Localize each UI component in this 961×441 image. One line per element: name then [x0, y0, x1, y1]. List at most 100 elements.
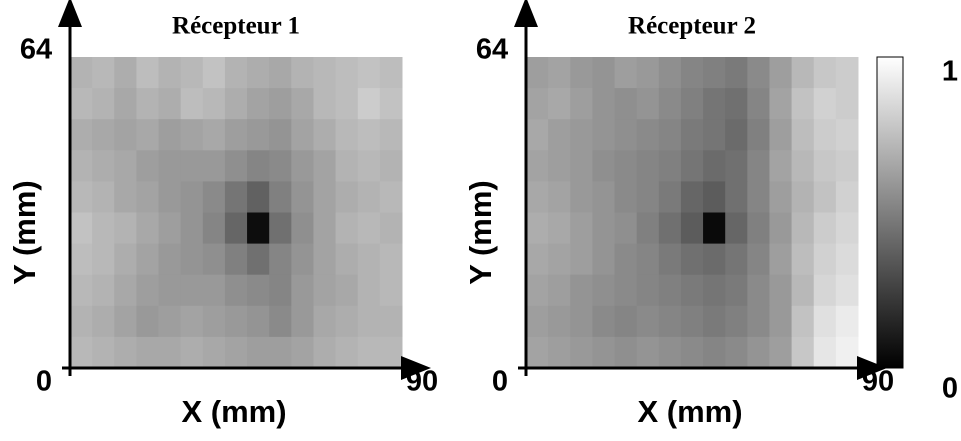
heat-cell: [680, 212, 704, 245]
heat-cell: [813, 212, 837, 245]
heat-cell: [291, 150, 314, 182]
heat-cell: [202, 181, 226, 213]
heat-cell: [247, 274, 270, 307]
heat-cell: [835, 274, 859, 307]
heat-cell: [548, 336, 571, 369]
heat-cell: [269, 181, 292, 213]
heat-cell: [158, 88, 182, 120]
heat-cell: [224, 212, 248, 245]
heat-cell: [658, 212, 682, 245]
x-tick-label: 90: [406, 366, 438, 398]
heat-cell: [291, 336, 314, 369]
heat-cell: [614, 88, 638, 120]
heat-cell: [526, 181, 549, 213]
heat-cell: [335, 305, 359, 338]
heat-cell: [636, 88, 660, 120]
y-tick-label: 64: [20, 34, 52, 66]
heat-cell: [291, 57, 314, 89]
heat-cell: [180, 212, 204, 245]
heat-cell: [548, 243, 571, 276]
heat-cell: [158, 212, 182, 245]
heat-cell: [548, 274, 571, 307]
heat-cell: [180, 57, 204, 89]
heat-cell: [592, 181, 616, 213]
heat-cell: [747, 274, 770, 307]
heat-cell: [725, 212, 748, 245]
heat-cell: [680, 336, 704, 369]
heat-cell: [526, 274, 549, 307]
heat-cell: [791, 212, 815, 245]
heat-cell: [92, 181, 115, 213]
heat-cell: [180, 88, 204, 120]
heat-cell: [725, 305, 748, 338]
heat-cell: [614, 150, 638, 182]
heat-cell: [136, 336, 160, 369]
heat-cell: [703, 181, 726, 213]
heat-cell: [526, 336, 549, 369]
heat-cell: [791, 119, 815, 151]
heat-cell: [835, 305, 859, 338]
heat-cell: [313, 150, 337, 182]
heat-cell: [526, 150, 549, 182]
heat-cell: [526, 243, 549, 276]
heat-cell: [114, 57, 137, 89]
heat-cell: [791, 274, 815, 307]
heat-cell: [769, 212, 793, 245]
heat-cell: [114, 150, 137, 182]
heat-cell: [835, 88, 859, 120]
heat-cell: [548, 212, 571, 245]
heat-cell: [379, 119, 403, 151]
heat-cell: [747, 181, 770, 213]
heat-cell: [703, 212, 726, 245]
heat-cell: [791, 243, 815, 276]
x-tick-label: 0: [36, 366, 52, 398]
heat-cell: [769, 274, 793, 307]
heat-cell: [291, 274, 314, 307]
heat-cell: [747, 57, 770, 89]
heat-cell: [158, 57, 182, 89]
heat-cell: [658, 243, 682, 276]
heat-cell: [791, 336, 815, 369]
heat-cell: [769, 57, 793, 89]
heat-cell: [570, 305, 593, 338]
heat-cell: [269, 336, 292, 369]
heat-cell: [703, 305, 726, 338]
heat-cell: [180, 274, 204, 307]
heat-cell: [224, 243, 248, 276]
heat-cell: [70, 119, 93, 151]
heat-cell: [813, 305, 837, 338]
heat-cell: [636, 243, 660, 276]
heat-cell: [636, 181, 660, 213]
heat-cell: [636, 57, 660, 89]
heat-cell: [92, 243, 115, 276]
heat-cell: [680, 305, 704, 338]
heat-cell: [70, 274, 93, 307]
heat-cell: [703, 150, 726, 182]
heat-cell: [835, 181, 859, 213]
heat-cell: [70, 305, 93, 338]
heat-cell: [614, 119, 638, 151]
heat-cell: [357, 88, 381, 120]
heat-cell: [335, 57, 359, 89]
heat-cell: [313, 243, 337, 276]
heat-cell: [813, 274, 837, 307]
heat-cell: [570, 274, 593, 307]
heat-cell: [813, 57, 837, 89]
heat-cell: [202, 243, 226, 276]
heat-cell: [224, 336, 248, 369]
heat-cell: [835, 212, 859, 245]
heat-cell: [725, 88, 748, 120]
heat-cell: [592, 88, 616, 120]
heat-cell: [658, 336, 682, 369]
heat-cell: [636, 336, 660, 369]
heat-cell: [379, 57, 403, 89]
heat-cell: [526, 57, 549, 89]
heat-cell: [136, 57, 160, 89]
colorbar-tick-label: 1: [942, 56, 958, 88]
heat-cell: [136, 150, 160, 182]
heat-cell: [703, 57, 726, 89]
heat-cell: [269, 243, 292, 276]
heat-cell: [680, 88, 704, 120]
heat-cell: [247, 150, 270, 182]
heat-cell: [813, 181, 837, 213]
